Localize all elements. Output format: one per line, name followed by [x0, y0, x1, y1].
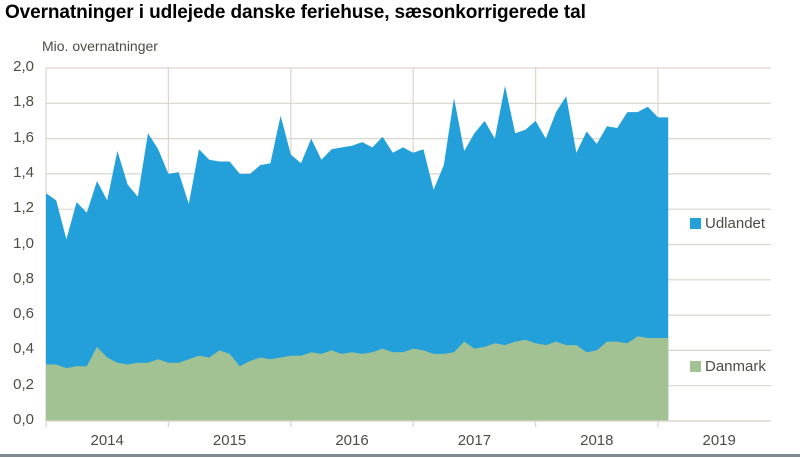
udlandet-swatch-icon: [690, 218, 701, 229]
x-tick: 2016: [335, 432, 369, 449]
x-tick: 2015: [212, 432, 247, 449]
danmark-area: [46, 336, 669, 421]
legend-label: Udlandet: [705, 215, 766, 232]
y-tick: 0,8: [13, 269, 34, 287]
x-tick: 2014: [90, 432, 124, 449]
y-tick: 0,4: [13, 340, 34, 358]
bottom-divider: [0, 454, 800, 457]
y-tick: 1,6: [13, 128, 34, 146]
legend-label: Danmark: [705, 358, 766, 375]
x-tick: 2019: [702, 432, 736, 449]
danmark-swatch-icon: [690, 361, 701, 372]
y-axis-label: Mio. overnatninger: [42, 38, 158, 54]
udlandet-area: [46, 85, 669, 421]
y-tick: 0,6: [13, 305, 34, 323]
chart-title: Overnatninger i udlejede danske feriehus…: [5, 2, 586, 23]
x-tick: 2017: [457, 432, 492, 449]
x-tick: 2018: [580, 432, 614, 449]
y-tick: 2,0: [13, 58, 34, 75]
y-tick: 1,8: [13, 93, 34, 111]
y-tick: 0,0: [13, 411, 34, 428]
legend-item-udlandet: Udlandet: [690, 215, 765, 232]
y-tick: 1,0: [13, 234, 34, 252]
y-tick: 1,2: [13, 199, 34, 217]
y-tick: 0,2: [13, 375, 34, 393]
legend-item-danmark: Danmark: [690, 358, 766, 375]
y-tick: 1,4: [13, 163, 34, 181]
